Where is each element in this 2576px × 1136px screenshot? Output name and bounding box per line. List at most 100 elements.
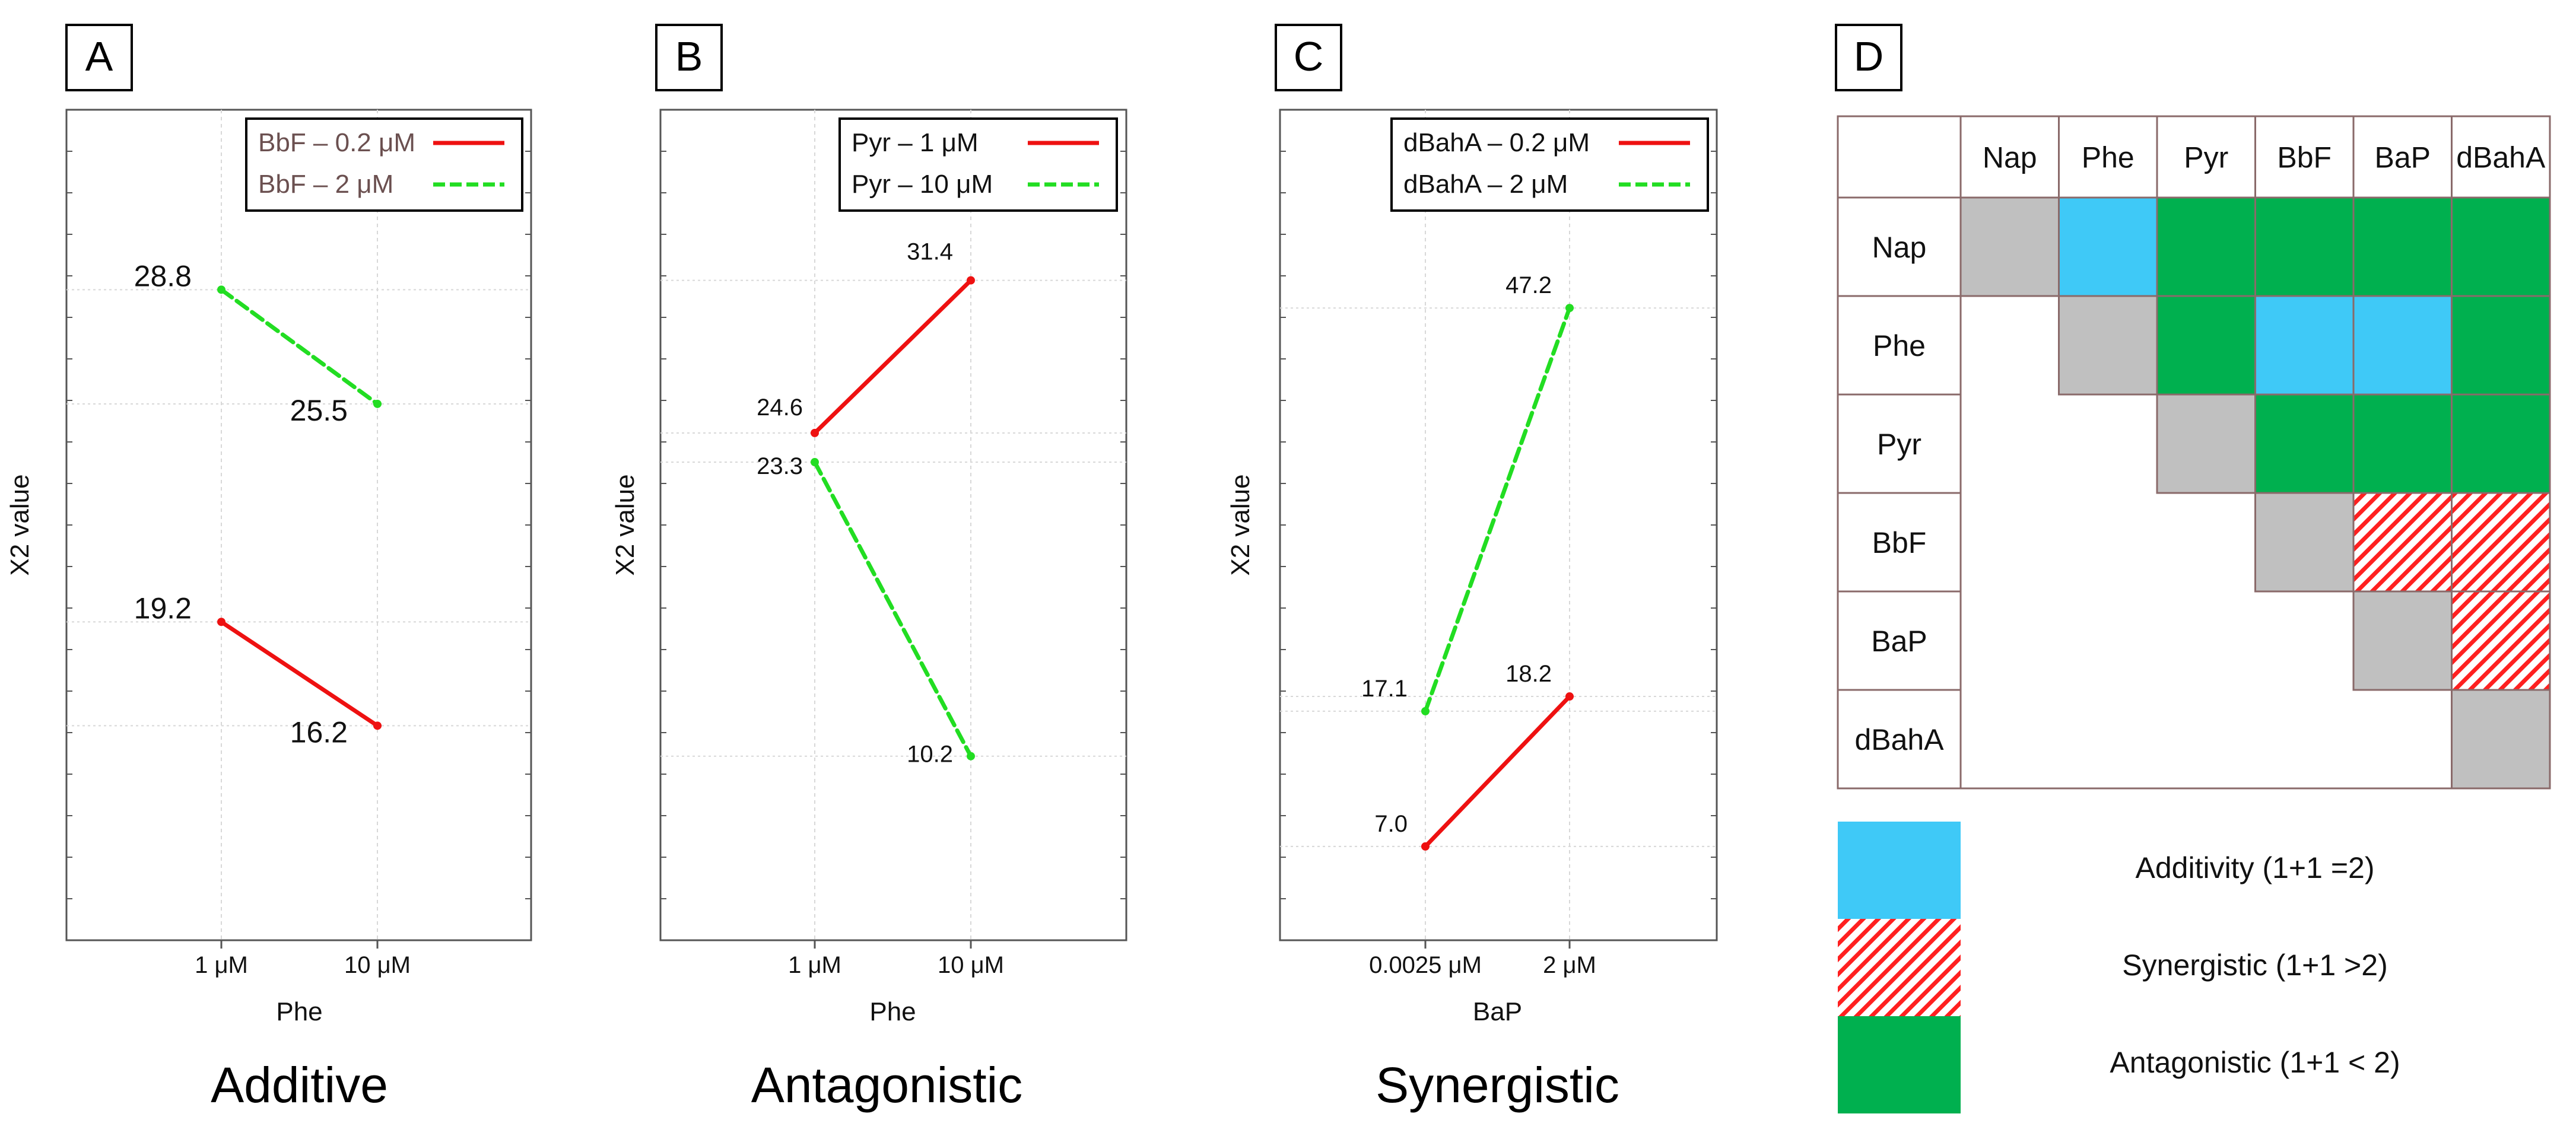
data-point xyxy=(1565,304,1574,313)
panel-label: A xyxy=(85,33,113,79)
panel-label-box xyxy=(1835,24,1902,91)
legend-label: Pyr – 1 μM xyxy=(852,128,979,157)
matrix-cell-ant xyxy=(2352,393,2453,494)
matrix-row-header: BaP xyxy=(1871,625,1927,658)
matrix-cell-ant xyxy=(2451,295,2551,396)
data-point xyxy=(373,399,382,408)
x-tick-label: 1 μM xyxy=(195,952,248,978)
y-axis-label: X2 value xyxy=(1226,474,1255,575)
matrix-cell-ant xyxy=(2156,295,2256,396)
x-axis-label: Phe xyxy=(276,997,322,1026)
x-axis-label: BaP xyxy=(1473,997,1522,1026)
matrix-row-header: BbF xyxy=(1872,526,1927,559)
matrix-col-header: BaP xyxy=(2374,141,2431,174)
data-point xyxy=(811,458,819,467)
matrix-row-header-cell xyxy=(1837,196,1962,297)
matrix-legend-swatch xyxy=(1838,1016,1961,1113)
legend-label: dBahA – 0.2 μM xyxy=(1403,128,1590,157)
matrix-cell-syn xyxy=(2451,590,2551,691)
legend-box xyxy=(245,117,523,212)
matrix-col-header: dBahA xyxy=(2456,141,2546,174)
data-point xyxy=(373,721,382,730)
matrix-col-header: Nap xyxy=(1983,141,2037,174)
x-tick-label: 1 μM xyxy=(788,952,841,978)
data-label: 16.2 xyxy=(290,715,348,749)
matrix-row-header-cell xyxy=(1837,590,1962,691)
data-point xyxy=(967,276,975,285)
data-label: 31.4 xyxy=(907,239,953,265)
matrix-cell-add xyxy=(2058,196,2158,297)
matrix-legend-swatch xyxy=(1838,919,1961,1016)
matrix-cell-diag xyxy=(2058,295,2158,396)
matrix-border xyxy=(1837,115,2551,790)
matrix-col-header-cell xyxy=(2254,115,2355,199)
data-label: 24.6 xyxy=(757,394,803,421)
matrix-cell-add xyxy=(2254,295,2355,396)
panel-label-box xyxy=(655,24,723,91)
y-axis-label: X2 value xyxy=(611,474,640,575)
legend-label: Pyr – 10 μM xyxy=(852,170,993,199)
matrix-cell-ant xyxy=(2451,393,2551,494)
matrix-cell-diag xyxy=(2352,590,2453,691)
matrix-corner xyxy=(1837,115,1962,199)
matrix-cell-ant xyxy=(2352,196,2453,297)
matrix-col-header-cell xyxy=(2451,115,2551,199)
series-line-1 xyxy=(219,287,380,406)
matrix-col-header: Pyr xyxy=(2184,141,2228,174)
matrix-row-header: Nap xyxy=(1872,231,1927,264)
plot-frame xyxy=(65,109,532,941)
matrix-cell-ant xyxy=(2254,196,2355,297)
data-point xyxy=(811,428,819,437)
matrix-cell-diag xyxy=(1959,196,2060,297)
matrix-row-header-cell xyxy=(1837,393,1962,494)
legend-box xyxy=(1390,117,1709,212)
panel-title: Antagonistic xyxy=(751,1057,1023,1113)
matrix-cell-diag xyxy=(2254,492,2355,593)
x-tick-label: 0.0025 μM xyxy=(1369,952,1482,978)
series-line-0 xyxy=(812,278,973,435)
x-tick-label: 10 μM xyxy=(344,952,411,978)
matrix-row-header: dBahA xyxy=(1854,723,1944,756)
panel-label: B xyxy=(675,33,703,79)
matrix-col-header: BbF xyxy=(2277,141,2332,174)
x-tick-label: 10 μM xyxy=(938,952,1004,978)
matrix-legend-label: Synergistic (1+1 >2) xyxy=(2122,949,2387,982)
panel-title: Synergistic xyxy=(1376,1057,1619,1113)
data-point xyxy=(967,752,975,760)
matrix-cell-syn xyxy=(2451,492,2551,593)
panel-title: Additive xyxy=(211,1057,388,1113)
panel-label: C xyxy=(1294,33,1324,79)
data-label: 23.3 xyxy=(757,453,803,479)
data-label: 19.2 xyxy=(134,591,192,625)
panel-label-box xyxy=(1275,24,1342,91)
data-point xyxy=(217,618,225,626)
x-tick-label: 2 μM xyxy=(1543,952,1596,978)
plot-frame xyxy=(659,109,1127,941)
matrix-row-header-cell xyxy=(1837,689,1962,790)
panel-label: D xyxy=(1854,33,1884,79)
legend-box xyxy=(838,117,1118,212)
matrix-cell-add xyxy=(2352,295,2453,396)
matrix-row-header: Phe xyxy=(1873,329,1926,362)
data-label: 18.2 xyxy=(1505,661,1552,687)
legend-label: dBahA – 2 μM xyxy=(1403,170,1568,199)
data-point xyxy=(1565,692,1574,701)
matrix-col-header: Phe xyxy=(2082,141,2135,174)
series-line-0 xyxy=(1423,694,1572,849)
matrix-legend-label: Antagonistic (1+1 < 2) xyxy=(2110,1046,2400,1079)
data-label: 47.2 xyxy=(1505,272,1552,298)
data-point xyxy=(1421,707,1430,715)
matrix-cell-syn xyxy=(2352,492,2453,593)
matrix-row-header: Pyr xyxy=(1877,428,1921,461)
data-point xyxy=(1421,842,1430,851)
matrix-col-header-cell xyxy=(2156,115,2256,199)
data-point xyxy=(217,285,225,294)
legend-label: BbF – 2 μM xyxy=(258,170,393,199)
data-label: 10.2 xyxy=(907,742,953,768)
data-label: 25.5 xyxy=(290,394,348,427)
matrix-cell-ant xyxy=(2156,196,2256,297)
panel-label-box xyxy=(65,24,133,91)
series-line-1 xyxy=(812,460,973,759)
series-line-0 xyxy=(219,619,380,728)
series-line-1 xyxy=(1423,306,1572,714)
